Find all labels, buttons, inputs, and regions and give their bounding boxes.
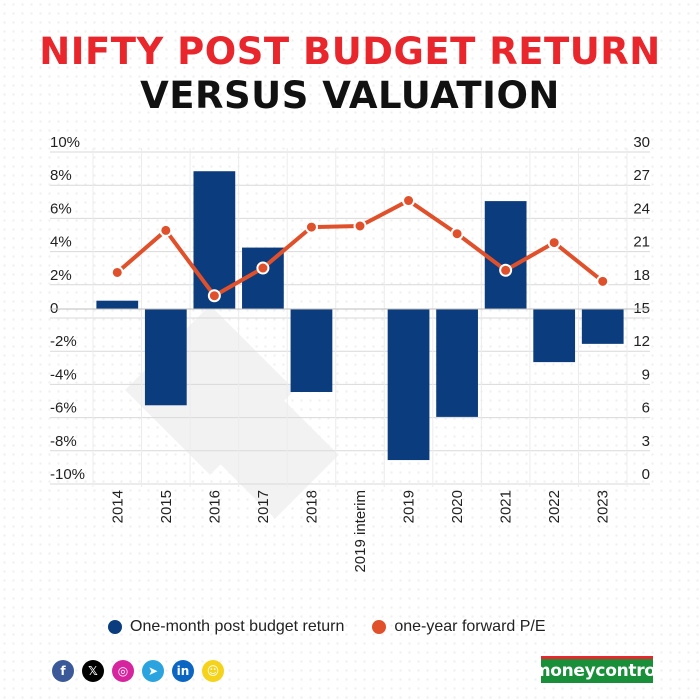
snapchat-icon[interactable]: ☺ [202,660,224,682]
legend-swatch-pe [372,620,387,634]
bar [581,309,624,344]
pe-point [499,263,513,277]
legend: One-month post budget return one-year fo… [108,618,564,636]
y-left-tick-label: -8% [50,433,77,450]
pe-point [159,223,173,237]
legend-entry-pe: one-year forward P/E [372,618,546,636]
moneycontrol-logo: moneycontrol [533,656,662,683]
y-left-tick-label: 2% [50,267,72,284]
y-left-tick-label: -4% [50,366,77,383]
x-icon[interactable]: 𝕏 [82,660,104,682]
pe-point [402,194,416,208]
y-left-tick-label: -10% [50,466,85,483]
pe-point [110,265,124,279]
x-tick-label: 2014 [109,490,126,523]
facebook-icon[interactable]: f [52,660,74,682]
y-left-tick-label: 6% [50,200,72,217]
logo-strip [541,656,653,659]
pe-point [304,220,318,234]
x-tick-label: 2015 [158,490,175,523]
chart-title: NIFTY POST BUDGET RETURN [39,30,661,73]
legend-label-pe: one-year forward P/E [394,618,546,635]
bar [96,300,139,309]
legend-entry-returns: One-month post budget return [108,618,344,636]
bar [387,309,430,461]
x-tick-label: 2022 [546,490,563,523]
bar [290,309,333,392]
bar [533,309,576,363]
x-tick-label: 2019 [401,490,418,523]
y-right-tick-label: 30 [633,134,650,151]
y-left-tick-label: 8% [50,167,72,184]
pe-point [353,219,367,233]
chart-subtitle: VERSUS VALUATION [140,74,560,117]
x-tick-label: 2023 [595,490,612,523]
legend-swatch-returns [108,620,122,634]
legend-label-returns: One-month post budget return [130,618,345,635]
y-right-tick-label: 27 [633,167,650,184]
linkedin-icon[interactable]: in [172,660,194,682]
y-right-tick-label: 24 [633,200,650,217]
y-right-tick-label: 18 [633,267,650,284]
telegram-icon[interactable]: ➤ [142,660,164,682]
x-tick-label: 2016 [206,490,223,523]
x-tick-label: 2018 [303,490,320,523]
bar [144,309,187,406]
x-tick-label: 2021 [498,490,515,523]
y-left-tick-label: 10% [50,134,80,151]
instagram-icon[interactable]: ◎ [112,660,134,682]
bar [436,309,478,417]
y-right-tick-label: 3 [642,433,650,450]
pe-point [547,236,561,250]
x-tick-label: 2019 interim [352,490,369,573]
x-tick-label: 2020 [449,490,466,523]
pe-point [596,274,610,288]
pe-point [450,227,464,241]
y-right-tick-label: 0 [642,466,650,483]
pe-point [207,289,221,303]
y-left-tick-label: 4% [50,234,72,251]
social-icons: f 𝕏 ◎ ➤ in ☺ [52,660,224,682]
y-right-tick-label: 9 [642,366,650,383]
y-left-tick-label: -2% [50,333,77,350]
y-right-tick-label: 12 [633,333,650,350]
y-left-tick-label: -6% [50,400,77,417]
brand-name: moneycontrol [532,661,662,681]
x-tick-label: 2017 [255,490,272,523]
pe-point [256,261,270,275]
y-right-tick-label: 6 [642,400,650,417]
y-right-tick-label: 21 [633,234,650,251]
bar [484,201,527,309]
